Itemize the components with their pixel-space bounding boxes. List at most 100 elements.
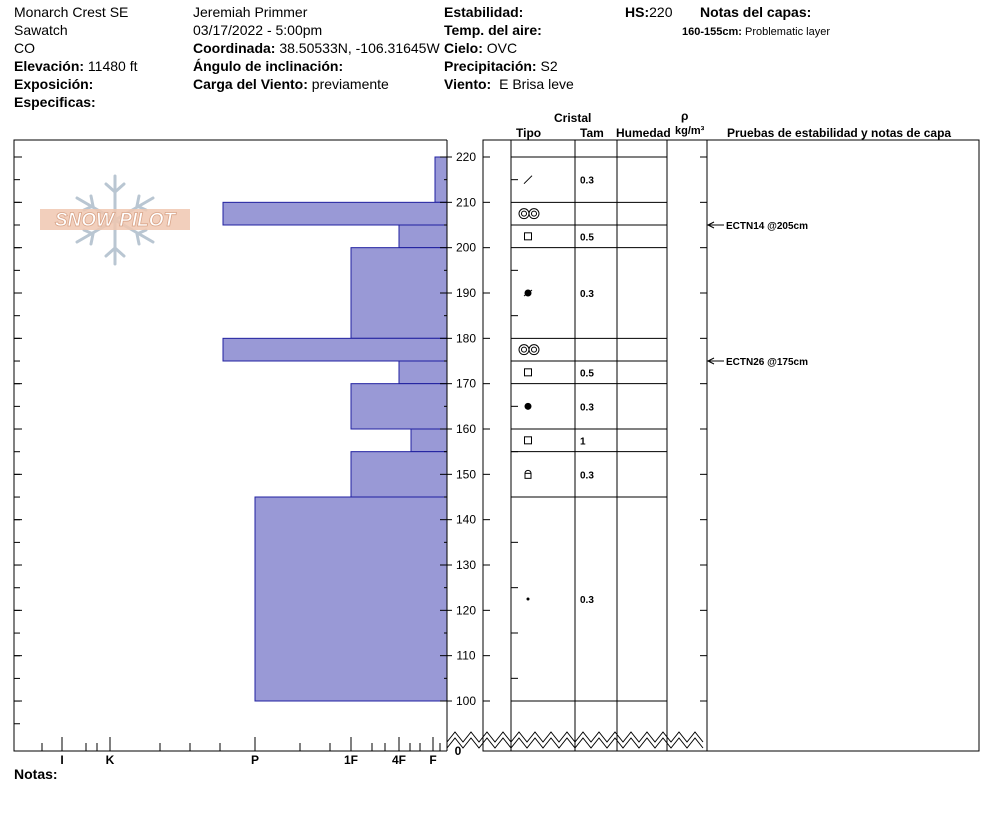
hardness-bar	[350, 247, 448, 339]
crystal-mark	[524, 232, 532, 241]
height-tick-label: 160	[456, 422, 476, 436]
crystal-size: 0.3	[580, 470, 594, 481]
tests-header: Pruebas de estabilidad y notas de capa	[727, 126, 952, 140]
crystal-mark	[524, 472, 532, 479]
hardness-bar	[398, 224, 448, 249]
test-arrow-head	[706, 357, 715, 365]
height-tick-label: 100	[456, 694, 476, 708]
crystal-symbol-faceted	[524, 436, 532, 445]
sky-row: Cielo: OVC	[444, 40, 520, 57]
location-name: Monarch Crest SE	[14, 4, 129, 20]
specifics-label: Especificas:	[14, 94, 96, 110]
hardness-bars	[222, 156, 448, 702]
crystal-mark	[523, 175, 533, 185]
crystal-mark	[528, 208, 540, 220]
elevation-label: Elevación:	[14, 58, 85, 74]
rho-header: ρ	[681, 109, 689, 123]
hardness-tick-label: K	[106, 753, 115, 767]
crystal-size: 1	[580, 436, 586, 447]
layer-notes-label: Notas del capas:	[700, 4, 812, 20]
crystal-symbol-faceted	[524, 232, 532, 241]
crystal-mark	[524, 402, 532, 410]
hardness-tick-label: P	[251, 753, 259, 767]
crystal-symbol-melt-freeze-crust	[518, 208, 540, 220]
test-label: ECTN14 @205cm	[726, 221, 808, 232]
sky-value: OVC	[486, 40, 518, 56]
layer-table	[446, 139, 980, 752]
coordinates-label: Coordinada:	[193, 40, 276, 56]
crystal-symbol-rounded	[524, 402, 532, 410]
precip-value: S2	[540, 58, 558, 74]
crystal-mark	[523, 289, 533, 297]
air-temp-label: Temp. del aire:	[444, 22, 542, 38]
precip-row: Precipitación: S2	[444, 58, 558, 75]
slope-label: Ángulo de inclinación:	[193, 58, 344, 74]
plot-border	[13, 139, 447, 752]
hardness-bar	[254, 496, 448, 702]
crystal-size: 0.3	[580, 176, 594, 187]
crystal-size: 0.5	[580, 368, 594, 379]
hs-row: HS:220	[625, 4, 672, 21]
height-tick-label: 200	[456, 241, 476, 255]
state: CO	[14, 40, 35, 56]
test-label: ECTN26 @175cm	[726, 357, 808, 368]
height-tick-label: 170	[456, 377, 476, 391]
wind-label: Viento:	[444, 76, 492, 92]
coordinates-row: Coordinada: 38.50533N, -106.31645W	[193, 40, 440, 57]
crystal-symbol-faceted	[524, 368, 532, 377]
crystal-column: 0.3 0.5 0.3 0.5 0.3 1 0.3 0.3	[518, 175, 594, 606]
height-tick-label: 140	[456, 513, 476, 527]
hardness-tick-label: 1F	[344, 753, 358, 767]
axis-break-label: 0	[455, 744, 462, 758]
hardness-bar	[350, 383, 448, 430]
moisture-header: Humedad	[616, 126, 671, 140]
crystal-mark	[524, 368, 532, 377]
table-border	[482, 139, 980, 752]
elevation-row: Elevación: 11480 ft	[14, 58, 137, 75]
size-header: Tam	[580, 126, 604, 140]
notes-label: Notas:	[14, 766, 58, 782]
mountain-range: Sawatch	[14, 22, 68, 38]
crystal-symbol-faceted-rounding	[524, 469, 532, 479]
hardness-tick-label: F	[429, 753, 436, 767]
elevation-value: 11480 ft	[87, 58, 138, 74]
precip-label: Precipitación:	[444, 58, 537, 74]
test-arrow-head	[706, 221, 715, 229]
crystal-symbol-rounding-facets	[523, 289, 533, 297]
observer-name: Jeremiah Primmer	[193, 4, 308, 20]
crystal-size: 0.5	[580, 232, 594, 243]
crystal-symbol-melt-freeze-crust	[518, 344, 540, 356]
crystal-header: Cristal	[554, 111, 592, 125]
wind-load-value: previamente	[311, 76, 389, 92]
coordinates-value: 38.50533N, -106.31645W	[279, 40, 440, 56]
logo-text: SNOW PILOT	[55, 210, 177, 231]
crystal-mark	[528, 344, 540, 356]
density-unit-header: kg/m³	[675, 125, 705, 137]
snowpilot-logo: SNOW PILOT	[40, 174, 190, 266]
hardness-tick-label: 4F	[392, 753, 406, 767]
type-header: Tipo	[516, 126, 542, 140]
height-tick-label: 210	[456, 195, 476, 209]
stability-label: Estabilidad:	[444, 4, 524, 20]
hardness-bar	[222, 337, 448, 362]
hs-label: HS:	[625, 4, 650, 20]
crystal-mark	[521, 210, 527, 217]
sky-label: Cielo:	[444, 40, 483, 56]
crystal-symbol-small-rounded	[526, 597, 530, 601]
observation-datetime: 03/17/2022 - 5:00pm	[193, 22, 323, 38]
height-tick-label: 190	[456, 286, 476, 300]
crystal-symbol-decomposing-fragments	[523, 175, 533, 185]
height-tick-label: 220	[456, 150, 476, 164]
height-tick-label: 150	[456, 467, 476, 481]
hardness-bar	[410, 428, 448, 453]
wind-value: E Brisa leve	[499, 76, 574, 92]
layer-note-text: Problematic layer	[745, 26, 830, 38]
layer-note: 160-155cm: Problematic layer	[682, 24, 830, 41]
hardness-bar	[222, 201, 448, 226]
wind-load-label: Carga del Viento:	[193, 76, 308, 92]
crystal-mark	[524, 436, 532, 445]
layer-note-range: 160-155cm:	[682, 26, 742, 38]
crystal-mark	[531, 210, 537, 217]
crystal-size: 0.3	[580, 289, 594, 300]
